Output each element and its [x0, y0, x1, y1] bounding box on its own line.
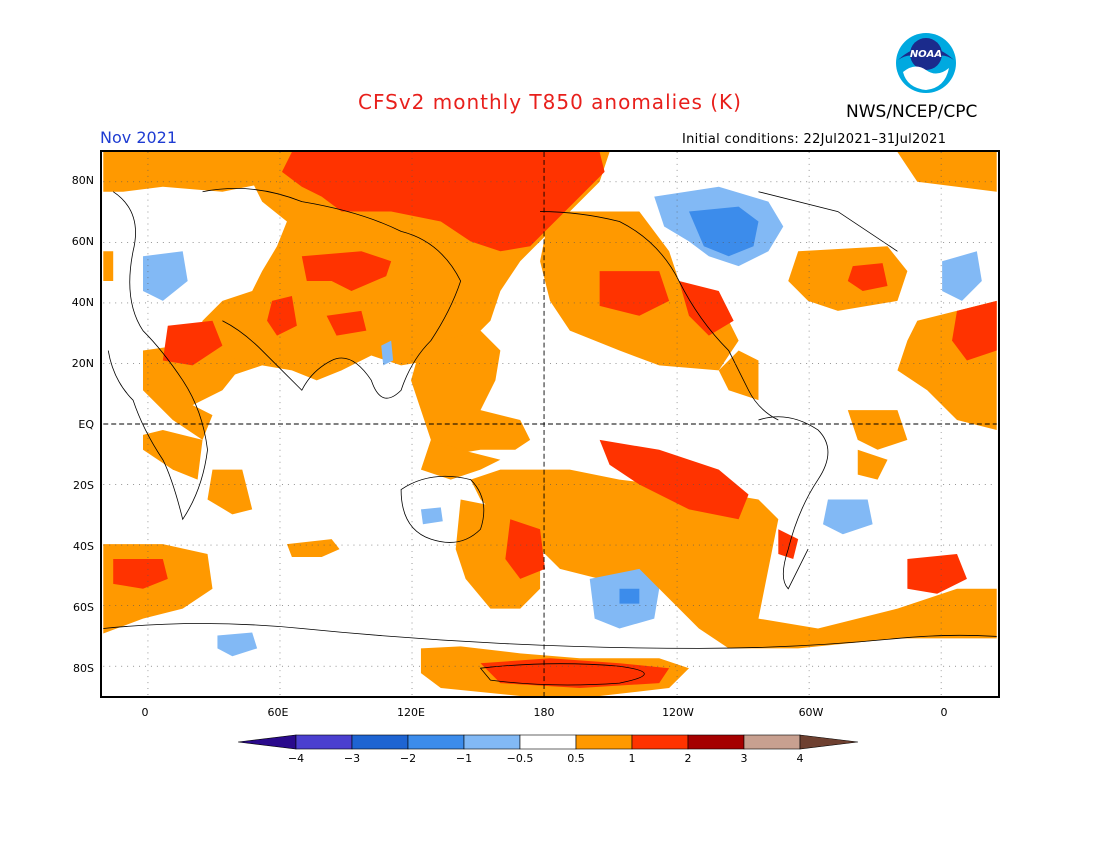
colorbar-segment: [519, 734, 577, 750]
lat-label: 60S: [73, 601, 94, 614]
equator-dateline: [103, 152, 997, 696]
colorbar-segment: [575, 734, 633, 750]
colorbar-arrow-low: [238, 734, 297, 750]
colorbar: [238, 734, 859, 750]
lat-label: 60N: [71, 235, 94, 248]
logo-text: NOAA: [910, 49, 942, 60]
colorbar-segment: [631, 734, 689, 750]
lon-label: 0: [940, 706, 948, 719]
colorbar-label: −1: [455, 752, 473, 765]
lat-label: 80N: [71, 174, 94, 187]
anomaly-map: [100, 150, 1000, 698]
lon-label: 120W: [662, 706, 694, 719]
colorbar-label: 2: [684, 752, 692, 765]
colorbar-segment: [407, 734, 465, 750]
lon-label: 60E: [267, 706, 289, 719]
colorbar-arrow-high: [799, 734, 859, 750]
initial-conditions: Initial conditions: 22Jul2021–31Jul2021: [682, 132, 947, 147]
noaa-logo: NOAA: [896, 33, 956, 93]
colorbar-segment: [463, 734, 521, 750]
strong-warm-regions: [113, 152, 997, 689]
colorbar-label: 3: [740, 752, 748, 765]
coastlines: [103, 188, 997, 686]
lon-label: 60W: [798, 706, 824, 719]
colorbar-label: −2: [399, 752, 417, 765]
lon-label: 180: [533, 706, 555, 719]
colorbar-segment: [351, 734, 409, 750]
colorbar-segment: [687, 734, 745, 750]
lat-label: 80S: [73, 662, 94, 675]
colorbar-segment: [295, 734, 353, 750]
colorbar-label: 1: [628, 752, 636, 765]
colorbar-label: 4: [796, 752, 804, 765]
lat-label: 20N: [71, 357, 94, 370]
lat-label: EQ: [78, 418, 94, 431]
colorbar-label: −0.5: [506, 752, 534, 765]
colorbar-label: −4: [287, 752, 305, 765]
strong-cool-regions: [619, 206, 759, 604]
forecast-month: Nov 2021: [100, 128, 178, 147]
lat-lon-grid: [103, 152, 997, 696]
colorbar-label: −3: [343, 752, 361, 765]
map-title: CFSv2 monthly T850 anomalies (K): [358, 90, 742, 114]
lon-label: 120E: [397, 706, 425, 719]
org-label: NWS/NCEP/CPC: [846, 102, 978, 122]
lat-label: 40S: [73, 540, 94, 553]
lat-label: 20S: [73, 479, 94, 492]
colorbar-label: 0.5: [567, 752, 585, 765]
colorbar-segment: [743, 734, 801, 750]
lat-label: 40N: [71, 296, 94, 309]
lon-label: 0: [141, 706, 149, 719]
